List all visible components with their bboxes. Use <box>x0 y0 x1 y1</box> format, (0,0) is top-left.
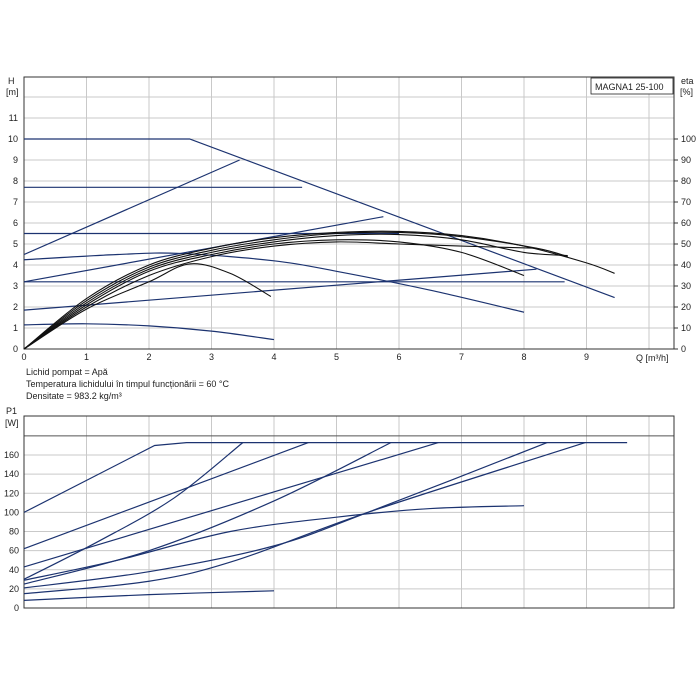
power-curve-p1-line-8 <box>23 442 586 595</box>
y-label-p1: P1 <box>6 406 17 416</box>
efficiency-curve-eta-5 <box>23 241 537 350</box>
y2-label-eta-unit: [%] <box>680 87 693 97</box>
y2-tick-label: 50 <box>681 239 691 249</box>
head-chart-grid: 0 1 2 3 4 5 6 7 8 9012345678910110102030405060708… <box>8 76 696 362</box>
head-curve-proportional-pressure-1 <box>23 159 240 256</box>
efficiency-curve-eta-6 <box>23 263 272 350</box>
y-tick-label: 40 <box>9 565 19 575</box>
x-tick-label: 8 <box>522 352 527 362</box>
y-tick-label: 20 <box>9 584 19 594</box>
efficiency-curve-eta-3 <box>23 233 568 350</box>
efficiency-curve-eta-1 <box>23 230 615 350</box>
y-label-h: H <box>8 76 15 86</box>
x-tick-label: 0 <box>22 352 27 362</box>
y2-tick-label: 90 <box>681 155 691 165</box>
y-tick-label: 160 <box>4 450 19 460</box>
power-curve-p1-line-5 <box>23 442 392 585</box>
y2-tick-label: 30 <box>681 281 691 291</box>
chart-title: MAGNA1 25-100 <box>595 82 664 92</box>
y-tick-label: 0 <box>13 344 18 354</box>
y2-tick-label: 20 <box>681 302 691 312</box>
x-tick-label: 1 <box>84 352 89 362</box>
y-tick-label: 11 <box>9 113 18 123</box>
power-curve-p1-line-3 <box>23 442 244 580</box>
y-tick-label: 4 <box>13 260 18 270</box>
note-density: Densitate = 983.2 kg/m³ <box>26 391 122 401</box>
y-label-h-unit: [m] <box>6 87 19 97</box>
power-curve-p1-line-4 <box>23 442 439 568</box>
y-tick-label: 80 <box>9 527 19 537</box>
head-curve-max-curve <box>24 138 615 299</box>
y2-tick-label: 100 <box>681 134 696 144</box>
y-tick-label: 9 <box>13 155 18 165</box>
efficiency-curve-eta-2 <box>23 231 568 350</box>
y-tick-label: 100 <box>4 507 19 517</box>
x-label-q: Q [m³/h] <box>636 353 669 363</box>
power-curve-p1-max <box>23 442 628 513</box>
y2-tick-label: 70 <box>681 197 691 207</box>
power-curve-p1-line-6 <box>23 505 525 581</box>
axis-labels: H [m] eta [%] Q [m³/h] MAGNA1 25-100 P1 … <box>5 76 694 428</box>
y2-tick-label: 0 <box>681 344 686 354</box>
power-curve-p1-line-7 <box>23 442 548 589</box>
y2-tick-label: 10 <box>681 323 691 333</box>
note-liquid: Lichid pompat = Apă <box>26 367 108 377</box>
x-tick-label: 4 <box>272 352 277 362</box>
x-tick-label: 7 <box>459 352 464 362</box>
y-tick-label: 8 <box>13 176 18 186</box>
y-tick-label: 2 <box>13 302 18 312</box>
power-curve-p1-line-9 <box>23 590 275 601</box>
x-tick-label: 5 <box>334 352 339 362</box>
y-tick-label: 140 <box>4 469 19 479</box>
head-curve-fixed-speed-2 <box>23 323 275 341</box>
note-temperature: Temperatura lichidului în timpul funcțio… <box>26 379 229 389</box>
y-tick-label: 1 <box>13 323 18 333</box>
y-label-p1-unit: [W] <box>5 418 19 428</box>
y-tick-label: 7 <box>13 197 18 207</box>
x-tick-label: 2 <box>147 352 152 362</box>
y-tick-label: 0 <box>14 603 19 613</box>
head-plot-frame <box>23 76 675 350</box>
y2-tick-label: 40 <box>681 260 691 270</box>
power-curve-p1-line-2 <box>23 442 309 550</box>
x-tick-label: 6 <box>397 352 402 362</box>
x-tick-label: 9 <box>584 352 589 362</box>
x-tick-label: 3 <box>209 352 214 362</box>
y-tick-label: 120 <box>4 488 19 498</box>
power-chart-series <box>23 442 628 601</box>
y-tick-label: 10 <box>8 134 18 144</box>
head-curve-fixed-speed-1 <box>23 252 525 313</box>
y2-label-eta: eta <box>681 76 694 86</box>
y-tick-label: 5 <box>13 239 18 249</box>
y-tick-label: 3 <box>13 281 18 291</box>
y-tick-label: 6 <box>13 218 18 228</box>
head-curve-proportional-pressure-3 <box>23 268 537 311</box>
head-chart-series <box>23 138 615 350</box>
y-tick-label: 60 <box>9 546 19 556</box>
model-box <box>590 77 674 95</box>
y2-tick-label: 60 <box>681 218 691 228</box>
efficiency-curve-eta-4 <box>23 239 525 350</box>
head-curve-proportional-pressure-2 <box>23 216 384 283</box>
y2-tick-label: 80 <box>681 176 691 186</box>
power-chart-grid: 0 20 40 60 80 100 120 140 160 <box>4 415 675 613</box>
